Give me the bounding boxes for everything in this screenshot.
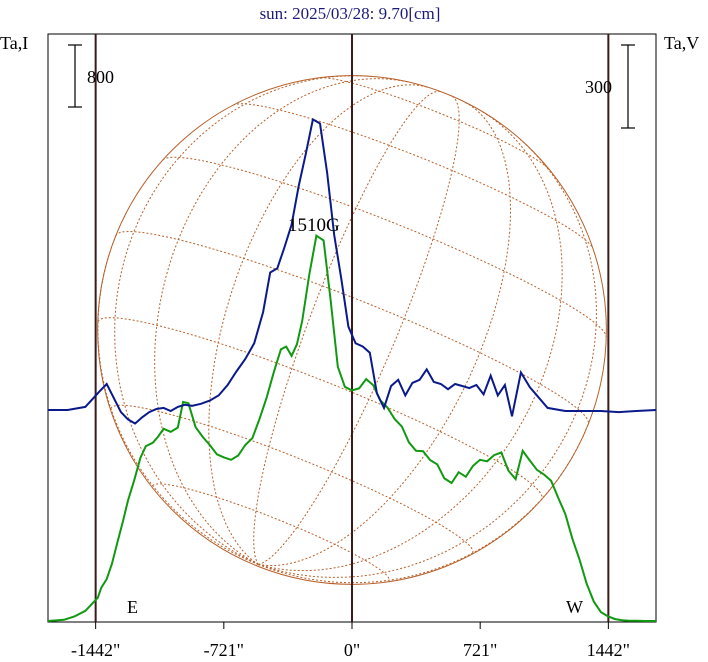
x-tick-label: -721"	[204, 640, 244, 660]
east-label: E	[127, 597, 138, 617]
latitude-line	[115, 230, 590, 425]
latitude-line	[233, 103, 594, 250]
chart-title: sun: 2025/03/28: 9.70[cm]	[260, 4, 441, 23]
latitude-line	[152, 483, 390, 581]
longitude-line	[154, 78, 408, 565]
right-scale-bar	[621, 44, 635, 129]
x-axis-ticks: -1442" -721" 0" 721" 1442"	[71, 622, 630, 660]
intensity-series-line	[47, 234, 656, 622]
polarization-series-line	[48, 117, 657, 425]
longitude-line	[114, 75, 362, 565]
right-scale-label: 300	[585, 77, 612, 97]
feature-annotation: 1510G	[288, 215, 340, 236]
left-scale-label: 800	[87, 67, 114, 87]
left-scale-bar	[68, 44, 82, 108]
latitude-line	[97, 317, 543, 499]
longitude-line	[208, 84, 428, 565]
left-axis-label: Ta,I	[0, 33, 28, 53]
longitude-line	[258, 96, 460, 565]
latitude-line	[110, 404, 474, 554]
longitude-line	[258, 101, 512, 567]
west-label: W	[566, 597, 583, 617]
longitude-line	[253, 90, 440, 565]
x-tick-label: 721"	[463, 640, 497, 660]
x-tick-label: -1442"	[71, 640, 120, 660]
limb-markers	[94, 34, 610, 622]
longitude-line	[258, 424, 589, 584]
latitude-line	[320, 77, 550, 170]
longitude-line	[258, 111, 563, 572]
x-tick-label: 1442"	[587, 640, 630, 660]
latitude-line	[162, 156, 607, 338]
longitude-line	[258, 139, 597, 578]
x-tick-label: 0"	[344, 640, 360, 660]
right-axis-label: Ta,V	[664, 33, 699, 53]
